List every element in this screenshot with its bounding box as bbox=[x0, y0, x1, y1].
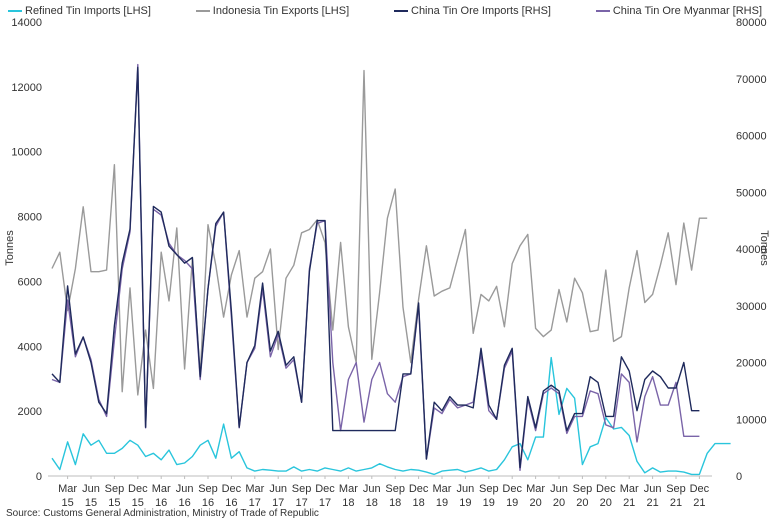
legend-label: Refined Tin Imports [LHS] bbox=[25, 5, 151, 17]
x-axis: Mar 15 Jun 15 Sep 15 Dec 15 Mar 16 Jun 16 Sep 16 Dec 16… bbox=[48, 475, 712, 509]
x-tick-label-month: Jun bbox=[550, 483, 568, 495]
y-tick-label-left: 4000 bbox=[18, 341, 42, 353]
x-tick-label-month: Jun bbox=[82, 483, 100, 495]
x-tick-label-year: 19 bbox=[506, 497, 518, 509]
x-tick-label-month: Sep bbox=[385, 483, 405, 495]
y-tick-label-right: 30000 bbox=[736, 301, 767, 313]
x-tick-label-month: Mar bbox=[339, 483, 358, 495]
y-tick-label-right: 40000 bbox=[736, 244, 767, 256]
x-tick-label-month: Jun bbox=[176, 483, 194, 495]
legend-swatch-indonesia-tin-exports bbox=[195, 10, 210, 12]
x-tick-label-year: 21 bbox=[670, 497, 682, 509]
series-line-indonesia-tin-exports bbox=[51, 69, 708, 396]
x-tick-label-year: 17 bbox=[319, 497, 331, 509]
series-line-refined-tin-imports bbox=[51, 356, 731, 476]
legend-swatch-china-tin-ore-imports bbox=[394, 10, 408, 12]
y-tick-label-left: 8000 bbox=[18, 212, 42, 224]
y-tick-label-right: 60000 bbox=[736, 131, 767, 143]
x-tick-label-month: Sep bbox=[292, 483, 312, 495]
x-tick-label-year: 20 bbox=[576, 497, 588, 509]
x-tick-label-year: 18 bbox=[389, 497, 401, 509]
x-tick-label-year: 18 bbox=[412, 497, 424, 509]
x-tick-label-month: Jun bbox=[363, 483, 381, 495]
x-tick-label-month: Mar bbox=[433, 483, 452, 495]
x-tick-label-year: 15 bbox=[61, 497, 73, 509]
x-tick-label-month: Jun bbox=[644, 483, 662, 495]
x-tick-label-year: 16 bbox=[155, 497, 167, 509]
x-tick-label-year: 17 bbox=[295, 497, 307, 509]
x-tick-label-year: 21 bbox=[693, 497, 705, 509]
x-tick-label-month: Mar bbox=[526, 483, 545, 495]
x-tick-label-month: Jun bbox=[269, 483, 287, 495]
x-tick-label-year: 20 bbox=[529, 497, 541, 509]
x-tick-label-year: 21 bbox=[623, 497, 635, 509]
legend-item-indonesia-tin-exports: Indonesia Tin Exports [LHS] bbox=[195, 3, 350, 19]
y-axis-label-left: Tonnes bbox=[4, 230, 16, 266]
x-tick-label-month: Sep bbox=[198, 483, 218, 495]
x-tick-label-month: Mar bbox=[245, 483, 264, 495]
x-tick-label-month: Dec bbox=[690, 483, 710, 495]
x-tick-label-year: 15 bbox=[85, 497, 97, 509]
legend-label: Indonesia Tin Exports [LHS] bbox=[212, 5, 350, 17]
x-tick-label-month: Sep bbox=[666, 483, 686, 495]
x-tick-label-month: Dec bbox=[128, 483, 148, 495]
y-tick-label-right: 80000 bbox=[736, 17, 767, 29]
y-tick-label-left: 10000 bbox=[11, 147, 42, 159]
x-tick-label-month: Dec bbox=[315, 483, 335, 495]
x-tick-label-year: 16 bbox=[225, 497, 237, 509]
x-tick-label-year: 17 bbox=[249, 497, 261, 509]
legend-label: China Tin Ore Imports [RHS] bbox=[411, 5, 551, 17]
x-tick-label-month: Sep bbox=[479, 483, 499, 495]
x-tick-label-year: 19 bbox=[483, 497, 495, 509]
x-tick-label-year: 20 bbox=[553, 497, 565, 509]
left-axis: 0 2000 4000 6000 8000 10000 12000 14000 bbox=[11, 17, 42, 483]
y-tick-label-left: 12000 bbox=[11, 82, 42, 94]
x-tick-label-month: Mar bbox=[152, 483, 171, 495]
legend-item-refined-tin-imports: Refined Tin Imports [LHS] bbox=[8, 3, 151, 19]
legend-swatch-china-tin-ore-myanmar bbox=[595, 10, 610, 12]
x-tick-label-month: Dec bbox=[222, 483, 242, 495]
y-tick-label-right: 10000 bbox=[736, 414, 767, 426]
y-tick-label-left: 0 bbox=[36, 471, 42, 483]
y-tick-label-left: 14000 bbox=[11, 17, 42, 29]
x-tick-label-year: 19 bbox=[459, 497, 471, 509]
y-tick-label-right: 70000 bbox=[736, 74, 767, 86]
x-tick-label-month: Dec bbox=[409, 483, 429, 495]
y-tick-label-left: 6000 bbox=[18, 276, 42, 288]
x-tick-label-year: 15 bbox=[132, 497, 144, 509]
x-tick-label-month: Sep bbox=[573, 483, 593, 495]
y-tick-label-right: 50000 bbox=[736, 187, 767, 199]
x-tick-label-year: 20 bbox=[600, 497, 612, 509]
x-tick-label-year: 18 bbox=[366, 497, 378, 509]
x-tick-label-month: Mar bbox=[58, 483, 77, 495]
source-note: Source: Customs General Administration, … bbox=[6, 508, 319, 519]
legend-swatch-refined-tin-imports bbox=[8, 10, 22, 12]
x-tick-label-month: Dec bbox=[502, 483, 522, 495]
x-tick-label-year: 15 bbox=[108, 497, 120, 509]
legend-item-china-tin-ore-imports: China Tin Ore Imports [RHS] bbox=[394, 3, 551, 19]
series-line-china-tin-ore-myanmar bbox=[51, 63, 700, 471]
x-tick-label-year: 16 bbox=[178, 497, 190, 509]
x-tick-label-year: 21 bbox=[646, 497, 658, 509]
y-tick-label-right: 20000 bbox=[736, 358, 767, 370]
series-line-china-tin-ore-imports bbox=[51, 66, 700, 469]
x-tick-label-year: 16 bbox=[202, 497, 214, 509]
legend-label: China Tin Ore Myanmar [RHS] bbox=[612, 5, 762, 17]
x-tick-label-month: Jun bbox=[457, 483, 475, 495]
right-axis: 0 10000 20000 30000 40000 50000 60000 70000 8000… bbox=[736, 17, 767, 483]
legend-item-china-tin-ore-myanmar: China Tin Ore Myanmar [RHS] bbox=[595, 3, 762, 19]
x-tick-label-month: Sep bbox=[105, 483, 125, 495]
x-tick-label-year: 17 bbox=[272, 497, 284, 509]
x-tick-label-year: 19 bbox=[436, 497, 448, 509]
y-tick-label-right: 0 bbox=[736, 471, 742, 483]
series-layer bbox=[51, 63, 731, 476]
x-tick-label-year: 18 bbox=[342, 497, 354, 509]
legend: Refined Tin Imports [LHS] Indonesia Tin … bbox=[8, 3, 762, 19]
y-tick-label-left: 2000 bbox=[18, 406, 42, 418]
y-axis-label-right: Tonnes bbox=[758, 230, 770, 266]
x-tick-label-month: Dec bbox=[596, 483, 616, 495]
x-tick-label-month: Mar bbox=[620, 483, 639, 495]
